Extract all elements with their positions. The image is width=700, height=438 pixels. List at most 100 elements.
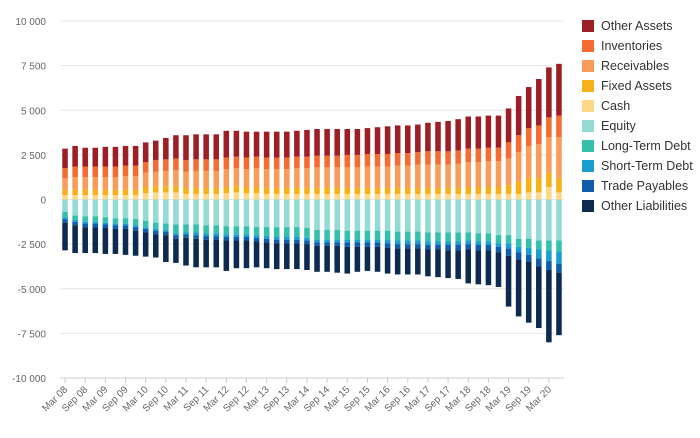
y-tick-label: -10 000: [12, 374, 46, 385]
bar-segment: [273, 157, 280, 170]
bar-segment: [304, 244, 310, 271]
bar-segment: [505, 243, 512, 249]
bar-segment: [314, 187, 320, 195]
bar-segment: [203, 187, 209, 195]
bar-segment: [82, 177, 88, 190]
bar-segment: [213, 239, 220, 268]
bar-segment: [475, 250, 482, 285]
legend-swatch: [582, 140, 594, 152]
bar-segment: [263, 227, 270, 237]
legend-item[interactable]: Receivables: [582, 56, 693, 76]
legend-item[interactable]: Long-Term Debt: [582, 136, 693, 156]
bar-segment: [465, 199, 472, 233]
bar-segment: [173, 224, 179, 234]
bar-segment: [253, 193, 260, 200]
bar-segment: [72, 195, 78, 200]
bar-segment: [82, 166, 88, 178]
bar-segment: [263, 169, 270, 188]
bar-segment: [404, 125, 411, 154]
legend-item[interactable]: Equity: [582, 116, 693, 136]
bar-segment: [404, 244, 411, 249]
legend-item[interactable]: Inventories: [582, 36, 693, 56]
bar-segment: [213, 194, 220, 200]
bar-segment: [536, 240, 542, 250]
bar-segment: [515, 194, 522, 200]
bar-segment: [425, 164, 431, 188]
bar-segment: [404, 248, 411, 275]
bar-segment: [284, 194, 290, 200]
bar-segment: [102, 146, 109, 167]
bar-segment: [112, 177, 119, 190]
bar-segment: [102, 195, 109, 200]
bar-segment: [485, 233, 492, 242]
bar-segment: [435, 232, 441, 242]
bar-segment: [173, 235, 179, 239]
legend-item[interactable]: Other Assets: [582, 16, 693, 36]
bar-segment: [495, 243, 502, 247]
bar-segment: [445, 245, 451, 251]
legend-item[interactable]: Other Liabilities: [582, 196, 693, 216]
bar-segment: [354, 246, 361, 272]
bar-segment: [354, 154, 361, 168]
bar-segment: [294, 130, 300, 157]
bar-segment: [445, 151, 451, 165]
bar-segment: [354, 199, 361, 231]
bar-segment: [404, 231, 411, 241]
bar-segment: [112, 225, 119, 229]
bar-segment: [233, 236, 240, 241]
bar-segment: [92, 221, 99, 224]
bar-segment: [505, 248, 512, 256]
bar-segment: [132, 225, 139, 228]
bar-segment: [233, 156, 240, 169]
bar-segment: [465, 187, 472, 195]
bar-segment: [425, 187, 431, 195]
bar-segment: [142, 172, 149, 188]
bar-segment: [243, 226, 250, 235]
legend-item[interactable]: Fixed Assets: [582, 76, 693, 96]
bar-segment: [92, 199, 99, 217]
bar-segment: [82, 227, 88, 254]
bar-segment: [354, 230, 361, 240]
legend-item[interactable]: Short-Term Debt: [582, 156, 693, 176]
bar-segment: [344, 154, 351, 168]
bar-segment: [273, 199, 280, 228]
bar-segment: [384, 194, 391, 200]
bar-segment: [223, 234, 230, 237]
bar-segment: [243, 169, 250, 188]
bar-segment: [122, 145, 129, 166]
bar-segment: [92, 166, 99, 178]
bar-segment: [475, 194, 482, 200]
bar-segment: [183, 194, 189, 200]
bar-segment: [394, 240, 401, 245]
legend-item[interactable]: Cash: [582, 96, 693, 116]
bar-segment: [233, 192, 240, 200]
bar-segment: [233, 186, 240, 193]
bar-segment: [475, 245, 482, 251]
bar-segment: [324, 245, 330, 272]
bar-segment: [415, 164, 421, 188]
bar-segment: [112, 195, 119, 200]
bar-segment: [364, 242, 371, 247]
bar-segment: [425, 122, 431, 152]
bar-segment: [435, 245, 441, 250]
bar-segment: [374, 153, 381, 167]
bar-segment: [334, 155, 340, 168]
bar-segment: [173, 135, 179, 159]
bar-segment: [163, 159, 169, 171]
y-tick-label: 7 500: [21, 62, 46, 73]
bar-segment: [142, 193, 149, 200]
bar-segment: [112, 146, 119, 167]
bar-segment: [536, 125, 542, 145]
bar-segment: [525, 192, 532, 200]
bar-segment: [334, 167, 340, 188]
bar-segment: [173, 238, 179, 263]
bar-segment: [384, 230, 391, 240]
bar-segment: [112, 223, 119, 226]
bar-segment: [122, 165, 129, 177]
bar-segment: [314, 155, 320, 168]
bar-segment: [394, 165, 401, 188]
legend-item[interactable]: Trade Payables: [582, 176, 693, 196]
bar-segment: [163, 199, 169, 224]
